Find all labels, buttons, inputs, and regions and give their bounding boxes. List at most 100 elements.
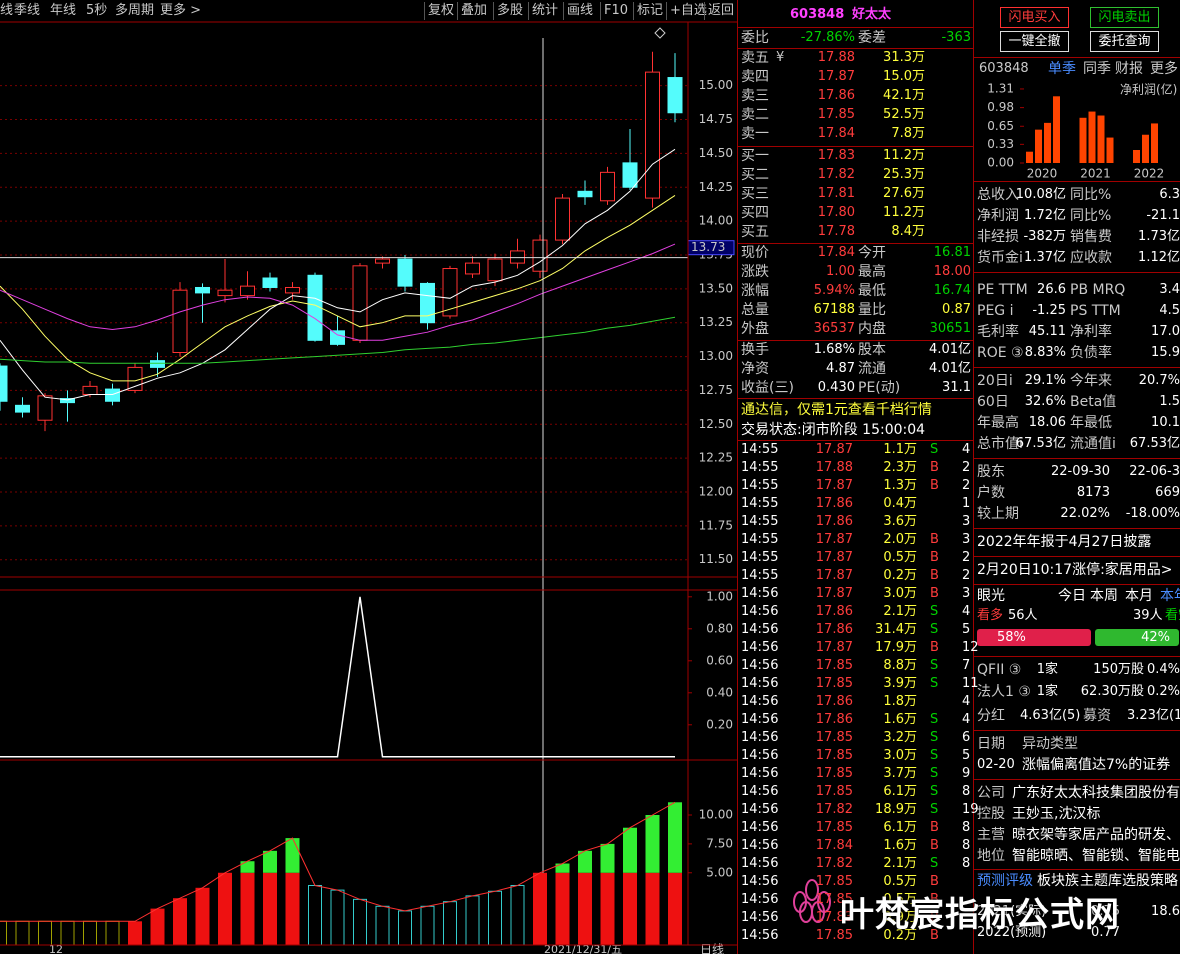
tick-price: 17.86 bbox=[815, 694, 853, 709]
separator bbox=[974, 730, 1180, 731]
moving-average bbox=[0, 148, 676, 401]
toolbar-button[interactable]: 更多 > bbox=[160, 3, 202, 18]
moving-average bbox=[0, 316, 676, 364]
text: 4.5 bbox=[1159, 303, 1180, 318]
text: 20日i bbox=[977, 373, 1013, 389]
limit-note[interactable]: 2月20日10:17涨停:家居用品> bbox=[977, 562, 1173, 578]
tick-volume: 0.2万 bbox=[883, 568, 917, 583]
text: 1家 bbox=[1036, 684, 1058, 699]
tick-time: 14:56 bbox=[741, 874, 779, 889]
candle-body bbox=[442, 268, 458, 317]
text: 王妙玉,沈汉标 bbox=[1012, 806, 1101, 822]
tick-time: 14:56 bbox=[741, 676, 779, 691]
text: 智能晾晒、智能锁、智能电 bbox=[1012, 848, 1180, 864]
toolbar-button[interactable]: 统计 bbox=[532, 3, 559, 18]
tab[interactable]: 今日 bbox=[1058, 588, 1086, 604]
tick-count: 8 bbox=[962, 838, 971, 853]
tick-side: B bbox=[930, 478, 939, 493]
y-tick-label: 0.60 bbox=[706, 653, 733, 667]
tab[interactable]: 本周 bbox=[1090, 588, 1118, 604]
text: 最高 bbox=[858, 264, 886, 280]
promo-link[interactable]: 通达信，仅需1元查看千档行情 bbox=[741, 402, 932, 418]
tab[interactable]: 财报 bbox=[1115, 61, 1143, 77]
candle-body bbox=[397, 258, 413, 287]
tick-price: 17.85 bbox=[815, 658, 853, 673]
separator bbox=[974, 779, 1180, 780]
bear-pct: 42% bbox=[1141, 630, 1170, 645]
action-button[interactable]: 委托查询 bbox=[1090, 31, 1159, 52]
toolbar-button[interactable]: 返回 bbox=[708, 3, 735, 18]
tick-side: S bbox=[930, 802, 939, 817]
toolbar-button[interactable]: 多股 bbox=[497, 3, 524, 18]
tick-time: 14:56 bbox=[741, 658, 779, 673]
text: 股本 bbox=[858, 342, 886, 358]
tick-price: 17.85 bbox=[815, 748, 853, 763]
action-button[interactable]: 闪电买入 bbox=[1000, 7, 1069, 28]
bar-excess bbox=[263, 850, 277, 873]
tick-count: 11 bbox=[962, 676, 979, 691]
tab[interactable]: 主题库 bbox=[1080, 873, 1122, 889]
toolbar-button[interactable]: 画线 bbox=[567, 3, 594, 18]
candle-body bbox=[532, 239, 548, 272]
tick-side: B bbox=[930, 586, 939, 601]
toolbar-button[interactable]: 5秒 bbox=[86, 3, 108, 18]
candle-body bbox=[0, 365, 8, 402]
tick-price: 17.85 bbox=[815, 730, 853, 745]
tick-volume: 1.6万 bbox=[883, 712, 917, 727]
tick-count: 12 bbox=[962, 640, 979, 655]
toolbar-button[interactable]: F10 bbox=[604, 3, 629, 18]
tab[interactable]: 更多 bbox=[1150, 61, 1178, 77]
tick-time: 14:55 bbox=[741, 568, 779, 583]
toolbar-button[interactable]: 季线 bbox=[14, 3, 41, 18]
text: 委差 bbox=[858, 30, 886, 46]
tick-count: 5 bbox=[962, 748, 971, 763]
tab[interactable]: 本年 bbox=[1160, 588, 1180, 604]
text: 今年来 bbox=[1070, 373, 1112, 389]
tick-price: 17.86 bbox=[815, 496, 853, 511]
tab[interactable]: 同季 bbox=[1083, 61, 1111, 77]
action-button[interactable]: 闪电卖出 bbox=[1090, 7, 1159, 28]
tick-volume: 3.9万 bbox=[883, 676, 917, 691]
toolbar-button[interactable]: 标记 bbox=[637, 3, 664, 18]
tab[interactable]: 本月 bbox=[1125, 588, 1153, 604]
tab[interactable]: 板块族 bbox=[1037, 873, 1079, 889]
tab[interactable]: 选股策略 bbox=[1122, 873, 1178, 889]
separator bbox=[974, 272, 1180, 273]
bar bbox=[308, 884, 322, 946]
tick-count: 2 bbox=[962, 550, 971, 565]
toolbar-button[interactable]: 年线 bbox=[50, 3, 77, 18]
tick-side: S bbox=[930, 676, 939, 691]
period-label: 日线 bbox=[700, 943, 724, 954]
tick-count: 19 bbox=[962, 802, 979, 817]
text: 26.6 bbox=[1037, 282, 1066, 297]
text: 应收款 bbox=[1070, 250, 1112, 266]
tick-time: 14:55 bbox=[741, 496, 779, 511]
toolbar-button[interactable]: +自选 bbox=[670, 3, 707, 18]
tab[interactable]: 预测评级 bbox=[977, 873, 1033, 889]
separator bbox=[738, 340, 973, 341]
text: 39人 bbox=[1133, 608, 1163, 623]
text: 0.75 bbox=[1091, 904, 1120, 919]
toolbar-button[interactable]: 线 bbox=[0, 3, 14, 18]
toolbar-button[interactable]: 多周期 bbox=[115, 3, 155, 18]
text: 买五 bbox=[741, 224, 769, 240]
text: 29.1% bbox=[1024, 373, 1066, 388]
toolbar-button[interactable]: 叠加 bbox=[461, 3, 488, 18]
bar bbox=[0, 920, 7, 946]
tab[interactable]: 单季 bbox=[1048, 61, 1076, 77]
toolbar-button[interactable]: 复权 bbox=[428, 3, 455, 18]
tick-count: 4 bbox=[962, 604, 971, 619]
separator bbox=[738, 146, 973, 147]
separator bbox=[974, 656, 1180, 657]
text: 外盘 bbox=[741, 321, 769, 337]
text: PE TTM bbox=[977, 282, 1028, 298]
price: 17.80 bbox=[817, 205, 855, 220]
separator bbox=[974, 57, 1180, 58]
text: -382万 bbox=[1023, 229, 1066, 244]
action-button[interactable]: 一键全撤 bbox=[1000, 31, 1069, 52]
text: 委比 bbox=[741, 30, 769, 46]
y-tick-label: 12.00 bbox=[699, 485, 733, 499]
text: 31.1 bbox=[942, 380, 971, 395]
text: 18.00 bbox=[933, 264, 971, 279]
tick-side: S bbox=[930, 658, 939, 673]
